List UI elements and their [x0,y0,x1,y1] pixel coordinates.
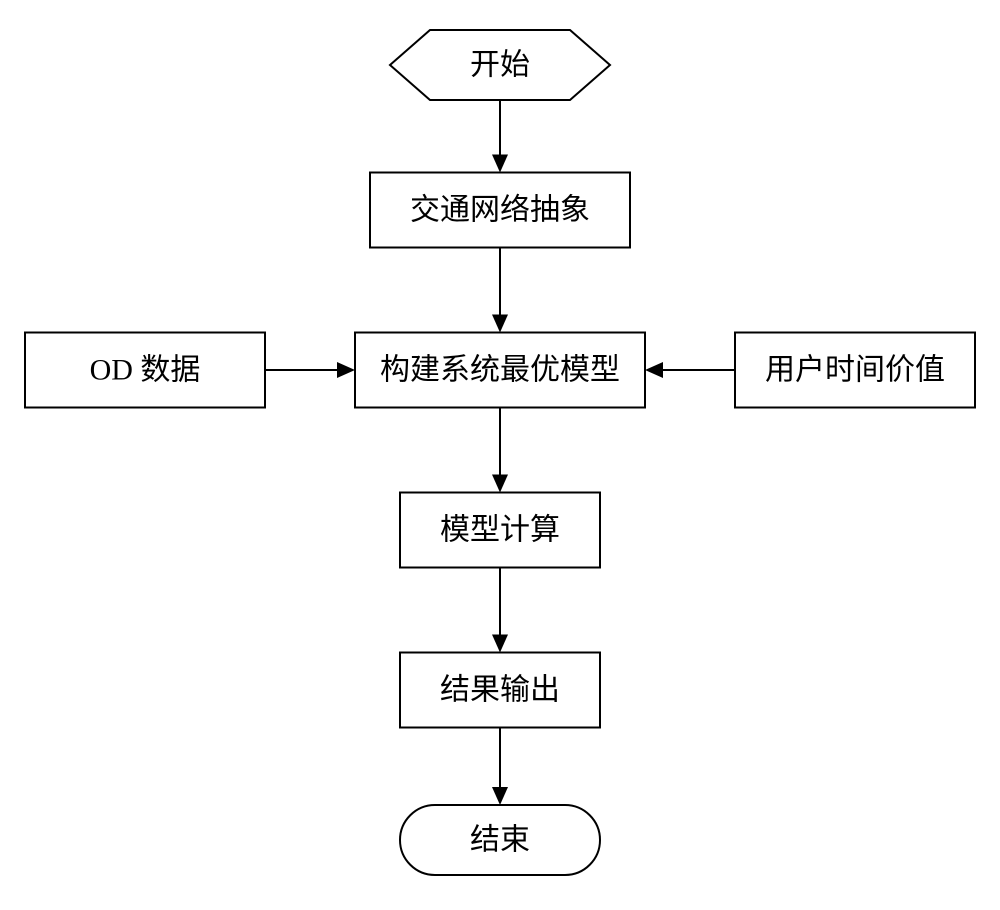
node-od: OD 数据 [25,333,265,408]
edge-calc-output [492,568,508,653]
node-output: 结果输出 [400,653,600,728]
flowchart-diagram: 开始交通网络抽象 OD 数据 构建系统最优模型 用户时间价值模型计算结果输出结束 [0,0,1000,910]
node-calc: 模型计算 [400,493,600,568]
edge-start-abstract [492,100,508,173]
edge-abstract-build [492,248,508,333]
node-end: 结束 [400,805,600,875]
node-build: 构建系统最优模型 [355,333,645,408]
node-user-label: 用户时间价值 [765,354,945,387]
node-user: 用户时间价值 [735,333,975,408]
node-abstract: 交通网络抽象 [370,173,630,248]
edge-user-build [645,362,735,378]
edge-od-build [265,362,355,378]
node-end-label: 结束 [470,824,530,857]
node-start-label: 开始 [470,49,530,82]
node-calc-label: 模型计算 [440,514,560,547]
edge-output-end [492,728,508,806]
edge-build-calc [492,408,508,493]
node-abstract-label: 交通网络抽象 [410,194,590,227]
node-od-label: OD 数据 [90,354,201,387]
node-start: 开始 [390,30,610,100]
node-output-label: 结果输出 [440,674,560,707]
node-build-label: 构建系统最优模型 [380,354,620,387]
